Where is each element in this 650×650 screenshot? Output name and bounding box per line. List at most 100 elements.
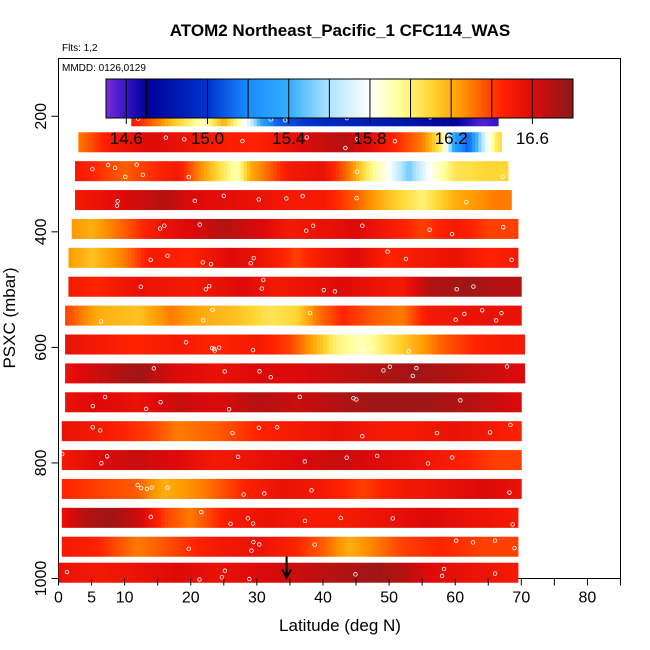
heatmap-cell	[194, 276, 198, 297]
sample-point	[256, 425, 262, 430]
heatmap-cell	[217, 421, 221, 442]
heatmap-cell	[260, 392, 264, 413]
heatmap-cell	[481, 478, 486, 499]
heatmap-cell	[511, 392, 516, 413]
heatmap-cell	[375, 276, 380, 297]
heatmap-cell	[484, 132, 489, 153]
heatmap-cell	[157, 132, 162, 153]
heatmap-cell	[250, 478, 254, 499]
heatmap-cell	[405, 421, 410, 442]
heatmap-cell	[160, 247, 165, 268]
heatmap-cell	[349, 334, 354, 355]
heatmap-cell	[326, 305, 330, 326]
heatmap-cell	[336, 334, 340, 355]
sample-point	[148, 514, 153, 520]
heatmap-cell	[441, 276, 446, 297]
heatmap-cell	[306, 450, 311, 471]
heatmap-cell	[118, 450, 122, 471]
heatmap-cell	[339, 132, 344, 153]
heatmap-cell	[246, 478, 251, 499]
heatmap-cell	[213, 334, 218, 355]
heatmap-cell	[101, 190, 106, 211]
heatmap-cell	[237, 161, 241, 182]
heatmap-cell	[415, 218, 420, 239]
heatmap-cell	[514, 421, 519, 442]
heatmap-cell	[147, 421, 152, 442]
heatmap-cell	[365, 247, 370, 268]
heatmap-cell	[124, 247, 129, 268]
heatmap-cell	[415, 132, 420, 153]
heatmap-cell	[174, 132, 178, 153]
heatmap-cell	[435, 161, 440, 182]
heatmap-cell	[508, 218, 512, 239]
heatmap-cell	[65, 334, 69, 355]
sample-point	[507, 490, 512, 495]
heatmap-cell	[223, 218, 228, 239]
heatmap-cell	[144, 392, 149, 413]
heatmap-cell	[511, 363, 516, 384]
heatmap-cell	[273, 421, 278, 442]
heatmap-cell	[61, 536, 66, 557]
heatmap-cell	[296, 421, 301, 442]
heatmap-cell	[217, 363, 221, 384]
heatmap-cell	[250, 507, 254, 528]
heatmap-cell	[425, 392, 430, 413]
heatmap-cell	[78, 392, 83, 413]
heatmap-cell	[276, 363, 281, 384]
heatmap-cell	[266, 132, 271, 153]
heatmap-cell	[471, 507, 476, 528]
heatmap-cell	[200, 276, 205, 297]
heatmap-cell	[346, 276, 350, 297]
heatmap-cell	[250, 450, 254, 471]
heatmap-cell	[78, 562, 83, 583]
heatmap-cell	[448, 276, 453, 297]
heatmap-cell	[270, 334, 274, 355]
heatmap-cell	[352, 334, 357, 355]
heatmap-cell	[250, 421, 254, 442]
heatmap-cell	[389, 218, 393, 239]
heatmap-cell	[91, 247, 96, 268]
heatmap-cell	[395, 190, 400, 211]
heatmap-cell	[170, 305, 175, 326]
heatmap-cell	[137, 334, 142, 355]
heatmap-cell	[256, 161, 261, 182]
heatmap-cell	[491, 334, 496, 355]
heatmap-cell	[81, 334, 86, 355]
heatmap-cell	[114, 478, 119, 499]
heatmap-cell	[210, 276, 215, 297]
heatmap-cell	[220, 305, 225, 326]
heatmap-cell	[68, 276, 73, 297]
heatmap-cell	[180, 421, 185, 442]
heatmap-cell	[98, 161, 102, 182]
heatmap-cell	[187, 305, 192, 326]
heatmap-cell	[75, 421, 79, 442]
heatmap-cell	[313, 334, 317, 355]
heatmap-cell	[336, 276, 340, 297]
heatmap-cell	[362, 507, 367, 528]
heatmap-cell	[227, 190, 231, 211]
heatmap-cell	[250, 392, 254, 413]
heatmap-cell	[210, 536, 215, 557]
heatmap-cell	[270, 161, 274, 182]
heatmap-cell	[412, 421, 416, 442]
band-row	[65, 363, 526, 384]
sample-point	[307, 310, 313, 316]
heatmap-cell	[468, 478, 473, 499]
heatmap-cell	[326, 421, 330, 442]
heatmap-cell	[111, 334, 116, 355]
heatmap-cell	[422, 276, 426, 297]
heatmap-cell	[389, 247, 393, 268]
heatmap-cell	[402, 305, 407, 326]
heatmap-cell	[276, 450, 281, 471]
heatmap-cell	[458, 450, 463, 471]
heatmap-cell	[491, 132, 496, 153]
heatmap-cell	[217, 305, 221, 326]
heatmap-cell	[468, 161, 473, 182]
heatmap-cell	[332, 536, 337, 557]
heatmap-cell	[369, 218, 373, 239]
heatmap-cell	[514, 392, 519, 413]
heatmap-cell	[329, 334, 334, 355]
sample-point	[208, 261, 214, 267]
heatmap-cell	[494, 421, 499, 442]
heatmap-cell	[88, 562, 92, 583]
